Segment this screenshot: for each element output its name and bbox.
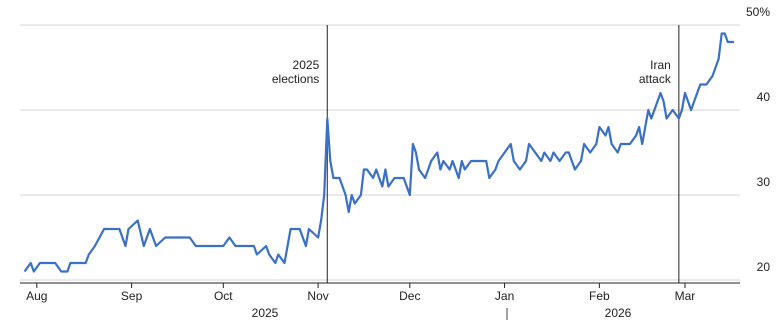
year-label: 2026 bbox=[605, 306, 632, 320]
annotation-text: 2025 bbox=[293, 58, 320, 72]
y-tick-label: 20 bbox=[757, 260, 771, 274]
x-tick-label: Nov bbox=[307, 289, 328, 303]
x-tick-label: Dec bbox=[399, 289, 420, 303]
year-label: 2025 bbox=[252, 306, 279, 320]
annotation-text: attack bbox=[639, 72, 672, 86]
y-tick-label: 40 bbox=[757, 90, 771, 104]
x-tick-label: Jan bbox=[495, 289, 514, 303]
x-tick-label: Feb bbox=[589, 289, 610, 303]
line-series bbox=[23, 32, 734, 273]
annotation-text: Iran bbox=[650, 58, 671, 72]
x-tick-label: Mar bbox=[675, 289, 696, 303]
x-tick-label: Aug bbox=[26, 289, 47, 303]
y-tick-label: 30 bbox=[757, 175, 771, 189]
x-tick-label: Oct bbox=[214, 289, 233, 303]
annotation-text: elections bbox=[272, 72, 319, 86]
x-tick-label: Sep bbox=[121, 289, 143, 303]
y-tick-label: 50% bbox=[746, 5, 770, 19]
